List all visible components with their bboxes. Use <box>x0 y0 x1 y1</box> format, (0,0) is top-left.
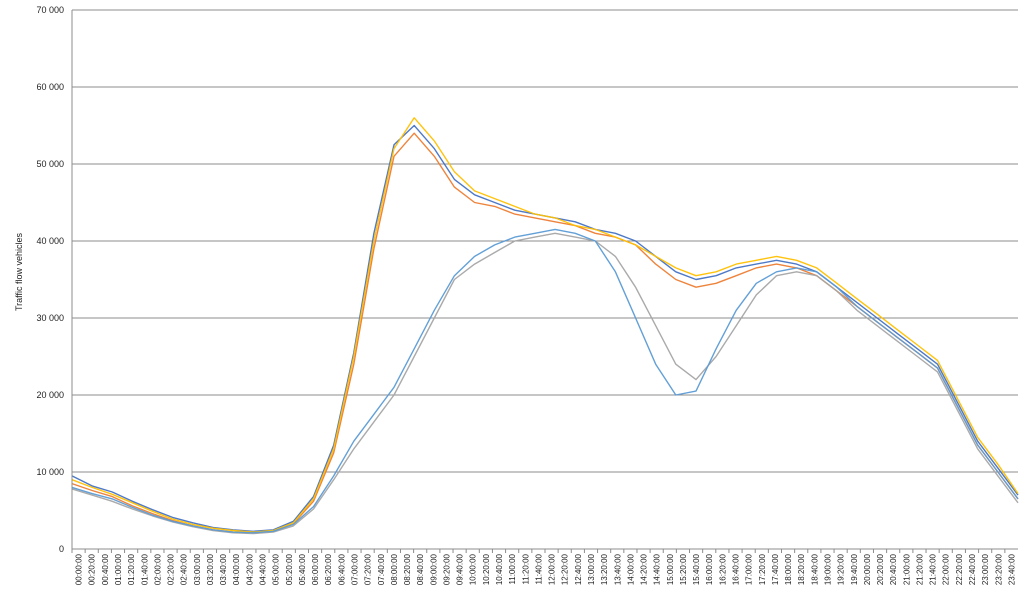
x-tick-label: 02:20:00 <box>167 553 176 585</box>
x-tick-label: 23:00:00 <box>981 553 990 585</box>
x-tick-label: 12:20:00 <box>561 553 570 585</box>
x-tick-label: 17:20:00 <box>758 553 767 585</box>
x-tick-label: 21:20:00 <box>915 553 924 585</box>
series-line <box>71 117 1019 533</box>
x-tick-label: 15:00:00 <box>666 553 675 585</box>
x-tick-label: 11:00:00 <box>508 553 517 584</box>
x-tick-label: 23:40:00 <box>1007 553 1016 585</box>
x-tick-label: 15:40:00 <box>692 553 701 585</box>
x-tick-label: 00:00:00 <box>75 553 84 585</box>
x-tick-label: 09:00:00 <box>429 553 438 585</box>
x-tick-label: 17:00:00 <box>745 553 754 585</box>
x-tick-label: 13:20:00 <box>600 553 609 585</box>
x-tick-label: 15:20:00 <box>679 553 688 585</box>
x-tick-label: 01:00:00 <box>114 553 123 585</box>
x-tick-label: 13:40:00 <box>613 553 622 585</box>
x-tick-label: 06:20:00 <box>324 553 333 585</box>
y-tick-label: 10 000 <box>36 467 64 477</box>
x-tick-label: 16:40:00 <box>732 553 741 585</box>
x-tick-label: 16:00:00 <box>705 553 714 585</box>
x-tick-label: 02:00:00 <box>153 553 162 585</box>
x-tick-label: 22:40:00 <box>968 553 977 585</box>
series-line <box>71 232 1019 535</box>
x-tick-label: 17:40:00 <box>771 553 780 585</box>
axes <box>71 10 1018 550</box>
x-tick-label: 11:20:00 <box>521 553 530 584</box>
x-tick-label: 14:00:00 <box>626 553 635 585</box>
y-tick-label: 20 000 <box>36 390 64 400</box>
x-tick-label: 22:20:00 <box>955 553 964 585</box>
y-tick-label: 70 000 <box>36 5 64 15</box>
x-tick-label: 16:20:00 <box>718 553 727 585</box>
x-tick-label: 08:40:00 <box>416 553 425 585</box>
x-tick-label: 01:40:00 <box>140 553 149 585</box>
x-tick-label: 23:20:00 <box>994 553 1003 585</box>
x-tick-label: 08:00:00 <box>390 553 399 585</box>
x-tick-label: 07:00:00 <box>350 553 359 585</box>
x-tick-label: 02:40:00 <box>180 553 189 585</box>
series-lines <box>71 117 1019 535</box>
x-tick-label: 00:20:00 <box>88 553 97 585</box>
x-tick-label: 10:20:00 <box>482 553 491 585</box>
x-tick-label: 05:20:00 <box>285 553 294 585</box>
x-tick-label: 21:40:00 <box>929 553 938 585</box>
x-tick-label: 03:20:00 <box>206 553 215 585</box>
gridlines <box>72 9 1018 473</box>
x-tick-label: 19:00:00 <box>823 553 832 585</box>
x-tick-label: 19:40:00 <box>850 553 859 585</box>
x-tick-label: 10:40:00 <box>495 553 504 585</box>
series-line <box>71 228 1019 534</box>
x-tick-label: 12:40:00 <box>574 553 583 585</box>
x-tick-label: 04:40:00 <box>259 553 268 585</box>
x-tick-label: 18:40:00 <box>810 553 819 585</box>
y-axis-title: Traffic flow vehicles <box>14 232 24 311</box>
x-tick-label: 10:00:00 <box>469 553 478 585</box>
x-tick-label: 09:40:00 <box>456 553 465 585</box>
x-tick-label: 12:00:00 <box>548 553 557 585</box>
x-tick-label: 00:40:00 <box>101 553 110 585</box>
y-tick-label: 60 000 <box>36 82 64 92</box>
x-tick-label: 01:20:00 <box>127 553 136 585</box>
x-tick-label: 06:00:00 <box>311 553 320 585</box>
x-tick-label: 11:40:00 <box>534 553 543 584</box>
x-tick-label: 20:20:00 <box>876 553 885 585</box>
x-tick-label: 18:00:00 <box>784 553 793 585</box>
y-axis-ticks: 0 10 000 20 000 30 000 40 000 50 000 60 000 70 … <box>36 5 64 554</box>
x-tick-label: 03:00:00 <box>193 553 202 585</box>
y-tick-label: 0 <box>59 544 64 554</box>
x-tick-label: 21:00:00 <box>902 553 911 585</box>
series-line <box>71 132 1019 534</box>
x-tick-label: 04:00:00 <box>232 553 241 585</box>
x-tick-label: 13:00:00 <box>587 553 596 585</box>
x-tick-label: 05:00:00 <box>272 553 281 585</box>
x-tick-label: 20:00:00 <box>863 553 872 585</box>
x-tick-label: 07:40:00 <box>377 553 386 585</box>
x-tick-label: 08:20:00 <box>403 553 412 585</box>
x-tick-label: 05:40:00 <box>298 553 307 585</box>
x-tick-label: 07:20:00 <box>364 553 373 585</box>
x-tick-label: 19:20:00 <box>837 553 846 585</box>
x-tick-label: 14:40:00 <box>653 553 662 585</box>
y-tick-label: 50 000 <box>36 159 64 169</box>
x-tick-label: 09:20:00 <box>442 553 451 585</box>
x-tick-label: 20:40:00 <box>889 553 898 585</box>
x-tick-label: 04:20:00 <box>245 553 254 585</box>
series-line <box>71 124 1019 532</box>
x-tick-label: 22:00:00 <box>942 553 951 585</box>
x-axis-ticks: 00:00:00 00:20:00 00:40:00 01:00:00 01:20:00… <box>71 549 1016 585</box>
x-tick-label: 03:40:00 <box>219 553 228 585</box>
x-tick-label: 14:20:00 <box>640 553 649 585</box>
y-tick-label: 40 000 <box>36 236 64 246</box>
y-tick-label: 30 000 <box>36 313 64 323</box>
x-tick-label: 18:20:00 <box>797 553 806 585</box>
x-tick-label: 06:40:00 <box>337 553 346 585</box>
